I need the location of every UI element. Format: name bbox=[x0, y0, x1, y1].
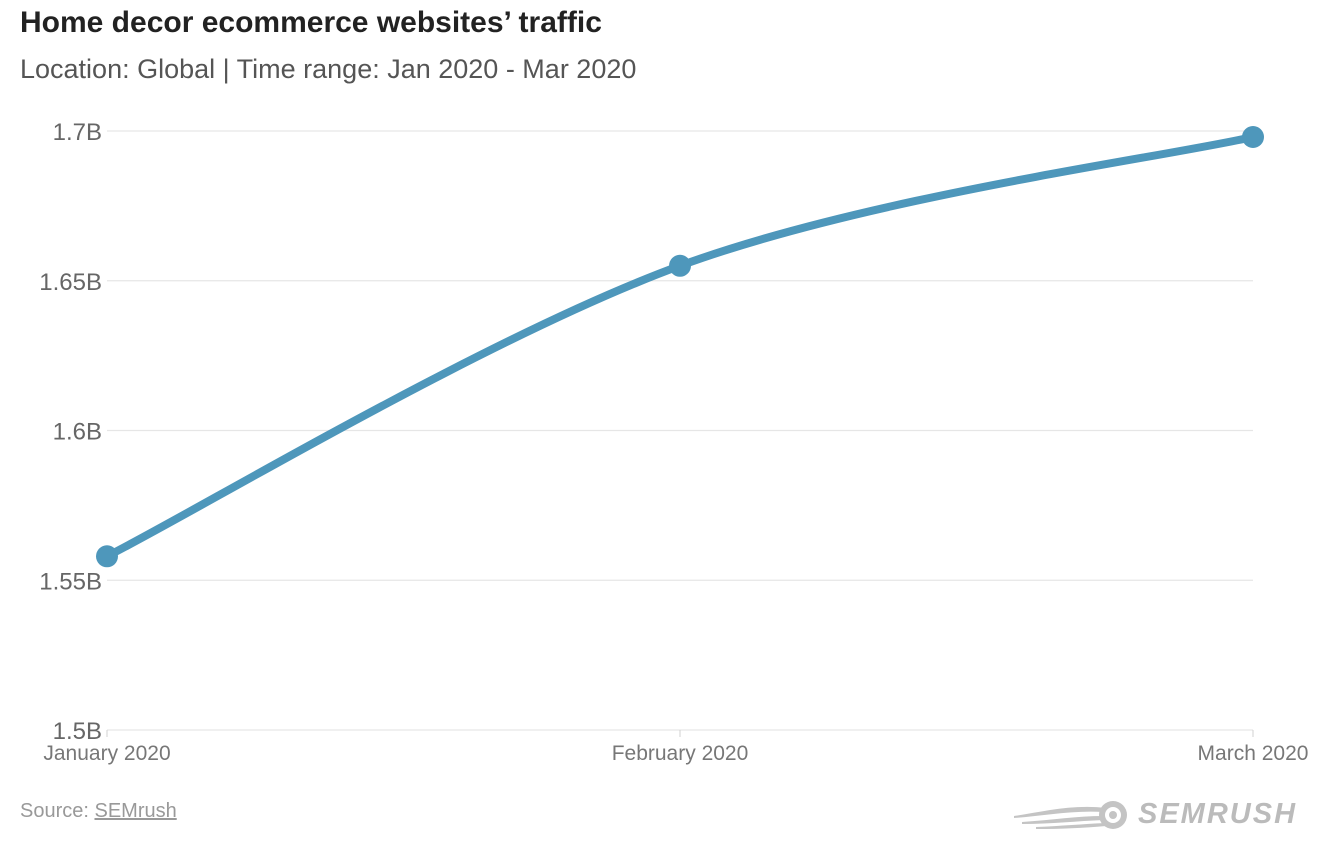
x-tick-label: March 2020 bbox=[1198, 742, 1309, 765]
data-point[interactable] bbox=[1242, 125, 1264, 148]
source-note: Source: SEMrush bbox=[20, 800, 177, 823]
y-tick-label: 1.55B bbox=[39, 568, 102, 595]
chart-subtitle: Location: Global | Time range: Jan 2020 … bbox=[20, 54, 637, 84]
series-layer bbox=[96, 125, 1264, 568]
x-tick-label: February 2020 bbox=[612, 742, 749, 765]
y-axis-tick-labels: 1.5B 1.55B 1.6B 1.65B 1.7B bbox=[39, 119, 102, 745]
fireball-icon bbox=[1014, 801, 1127, 829]
brand-wordmark: SEMRUSH bbox=[1138, 797, 1298, 830]
chart-title: Home decor ecommerce websites’ traffic bbox=[20, 6, 602, 39]
y-tick-label: 1.65B bbox=[39, 269, 102, 296]
gridlines bbox=[106, 130, 1254, 737]
y-tick-label: 1.6B bbox=[53, 419, 102, 446]
source-link[interactable]: SEMrush bbox=[94, 800, 177, 822]
y-tick-label: 1.7B bbox=[53, 119, 102, 146]
series-line bbox=[103, 132, 1257, 561]
data-point[interactable] bbox=[96, 545, 118, 568]
source-prefix: Source: bbox=[20, 800, 95, 822]
x-axis-tick-labels: January 2020 February 2020 March 2020 bbox=[43, 742, 1308, 765]
x-tick-label: January 2020 bbox=[43, 742, 170, 765]
brand-logo: SEMRUSH bbox=[1012, 794, 1297, 834]
data-point[interactable] bbox=[669, 254, 691, 277]
y-tick-label: 1.5B bbox=[53, 718, 102, 745]
